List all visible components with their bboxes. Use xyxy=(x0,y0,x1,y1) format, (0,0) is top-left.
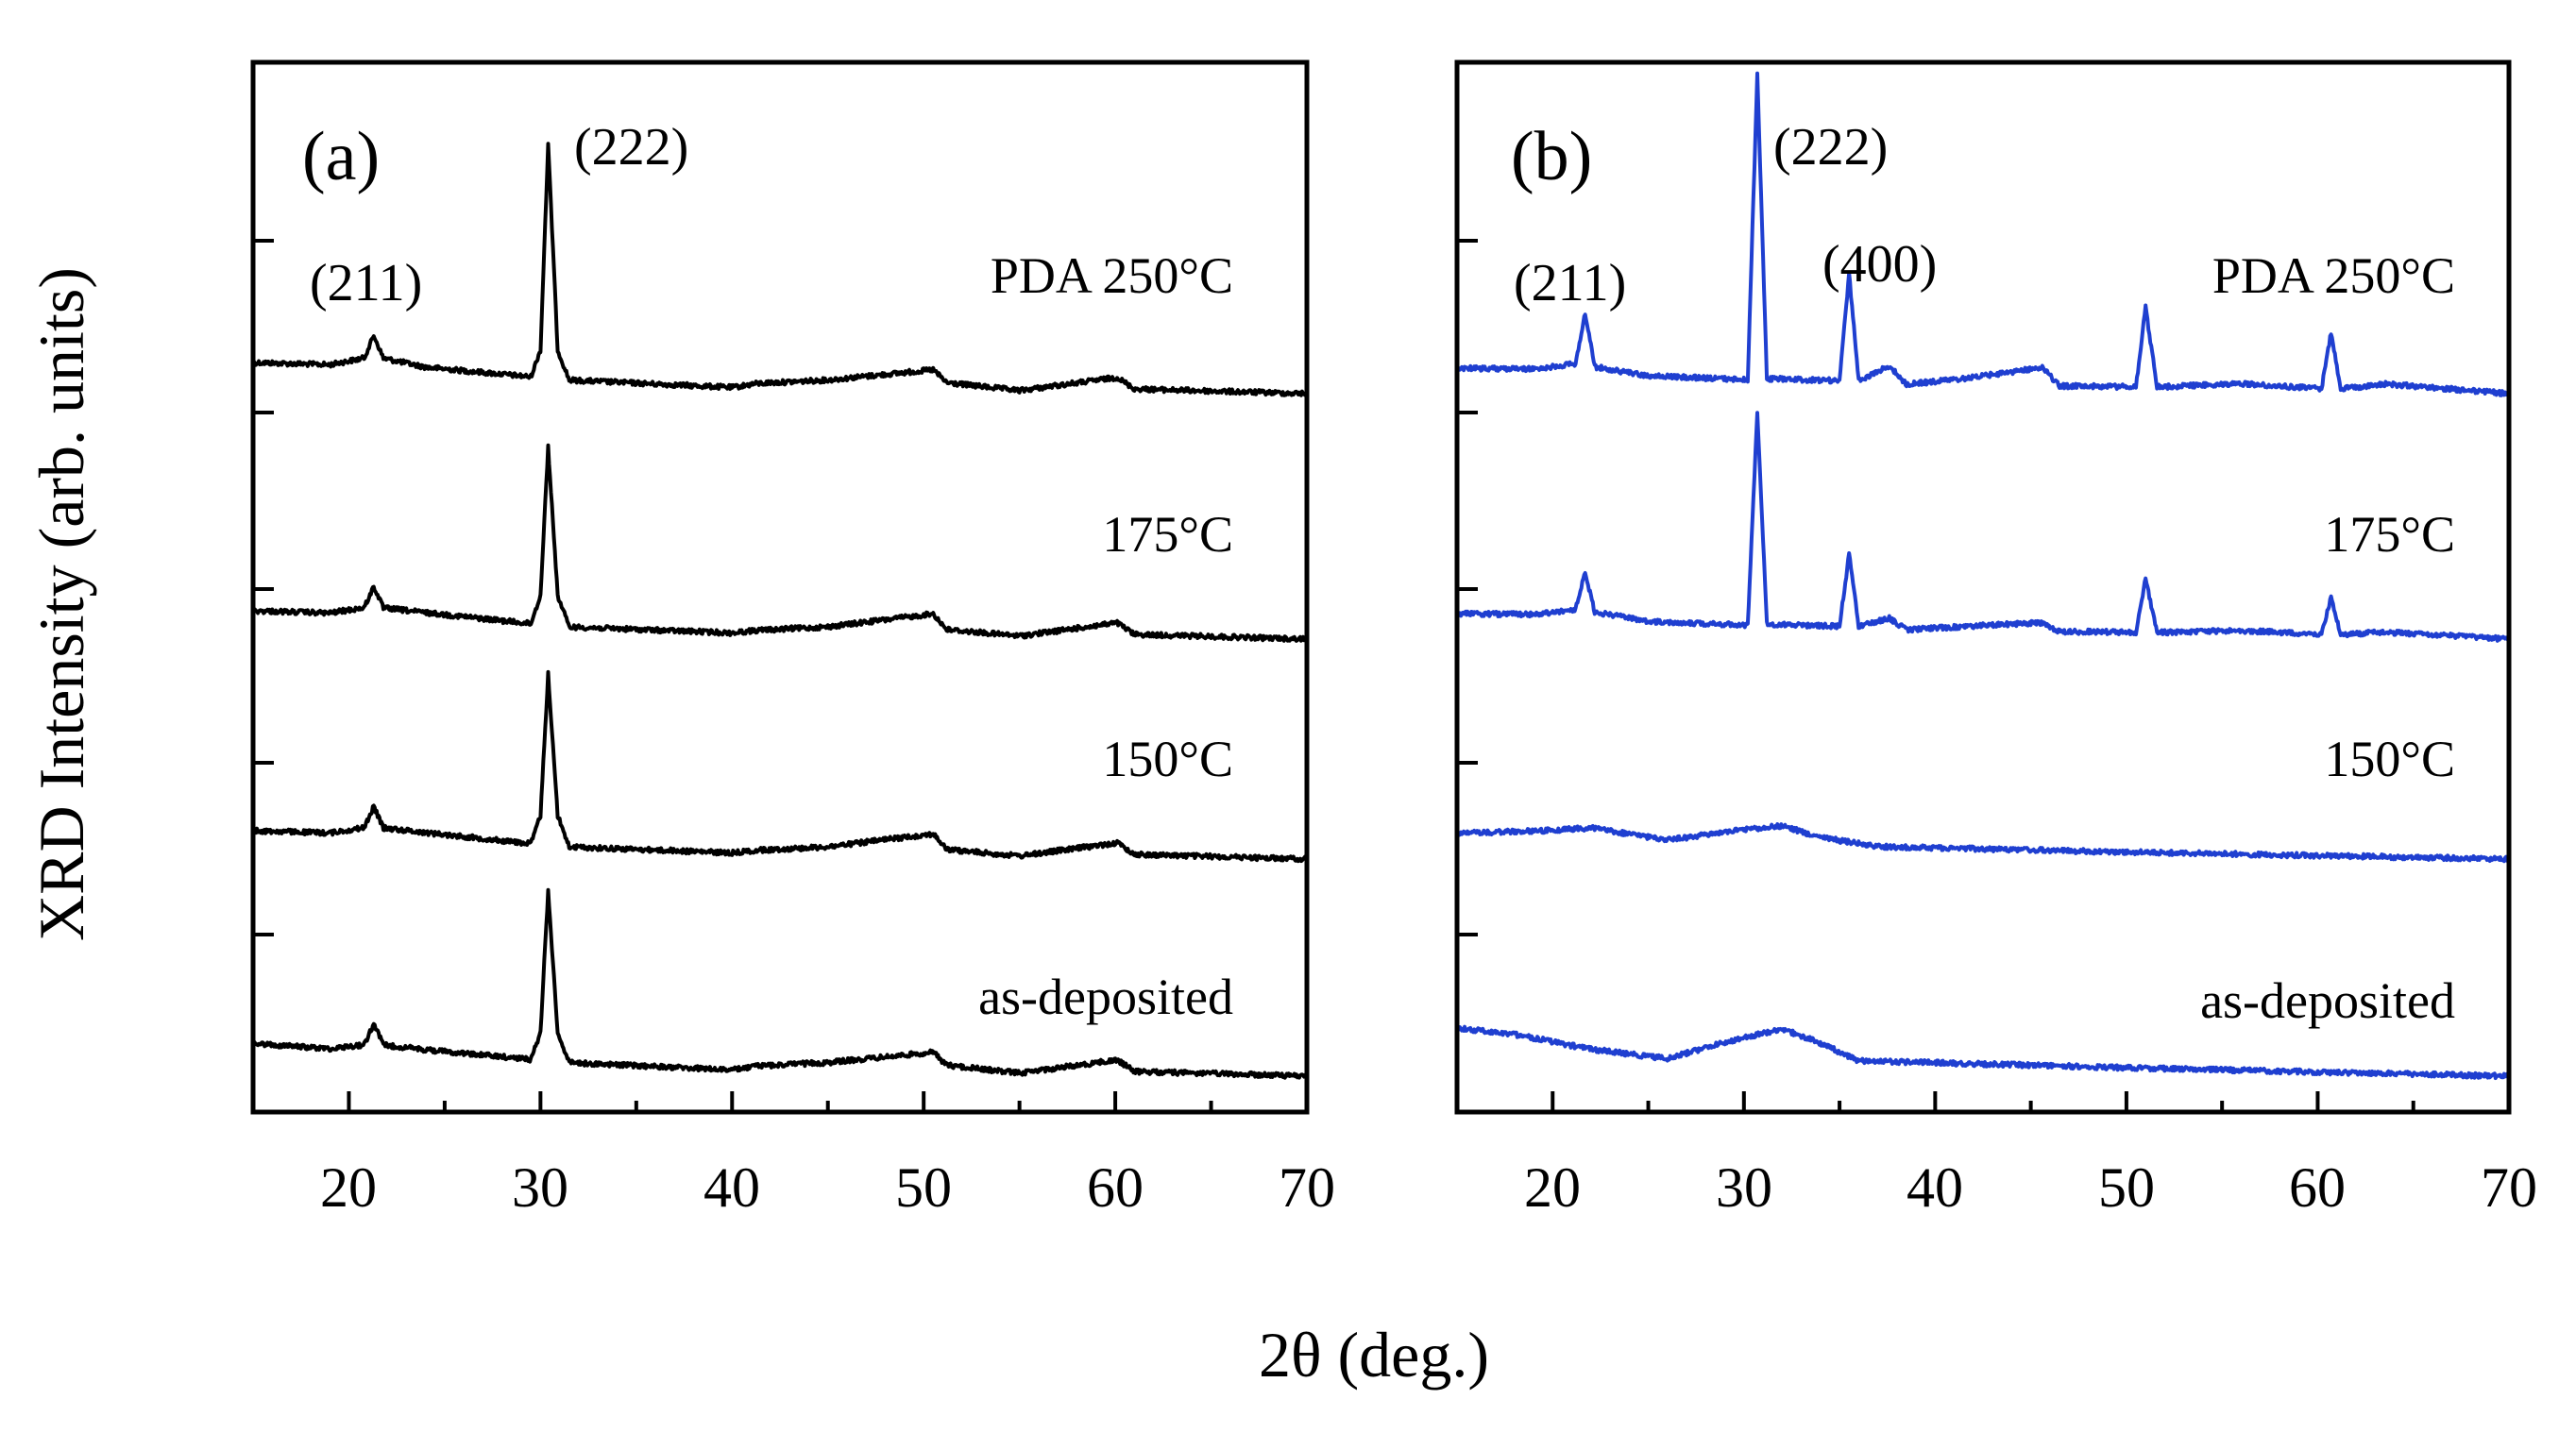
panel-b-trace-150 xyxy=(1455,822,2511,864)
panel-b-x-tick-label-50: 50 xyxy=(2098,1156,2155,1219)
panel-b-x-tick-label-20: 20 xyxy=(1524,1156,1581,1219)
panel-b-traces xyxy=(1455,71,2511,1081)
panel-a-frame xyxy=(250,59,1310,1115)
panel-a-trace-175 xyxy=(251,443,1309,643)
panel-a-sample-label-pda250: PDA 250°C xyxy=(991,247,1233,304)
panel-b-frame xyxy=(1454,59,2512,1115)
panel-a: (a) (211) (222) PDA 250°C 175°C 150°C as… xyxy=(250,59,1335,1219)
panel-a-ticks xyxy=(253,239,1309,1112)
panel-a-trace-150 xyxy=(251,669,1308,864)
panel-b-peak-222-label: (222) xyxy=(1773,118,1888,177)
panel-a-x-tick-label-30: 30 xyxy=(512,1156,568,1219)
panel-a-sample-label-as-deposited: as-deposited xyxy=(978,969,1233,1025)
panel-a-label: (a) xyxy=(302,118,380,195)
panel-b-peak-400-label: (400) xyxy=(1822,235,1937,294)
panel-a-trace-pda250 xyxy=(251,142,1309,397)
panel-a-x-tick-label-40: 40 xyxy=(703,1156,760,1219)
panel-a-trace-as-deposited xyxy=(251,887,1309,1080)
panel-b-x-tick-label-40: 40 xyxy=(1907,1156,1963,1219)
panel-b-x-tick-label-30: 30 xyxy=(1716,1156,1772,1219)
panel-a-x-tick-label-70: 70 xyxy=(1279,1156,1335,1219)
panel-a-peak-222-label: (222) xyxy=(574,118,688,177)
panel-b-x-tick-labels: 20 30 40 50 60 70 xyxy=(1524,1156,2537,1219)
panel-b-x-tick-label-60: 60 xyxy=(2289,1156,2346,1219)
panel-b-trace-pda250 xyxy=(1455,71,2510,397)
panel-a-x-tick-label-60: 60 xyxy=(1087,1156,1144,1219)
panel-a-peak-211-label: (211) xyxy=(310,254,422,312)
panel-a-x-tick-label-20: 20 xyxy=(320,1156,377,1219)
panel-b-sample-label-175: 175°C xyxy=(2324,506,2455,563)
panel-b-x-tick-label-70: 70 xyxy=(2481,1156,2537,1219)
x-axis-title: 2θ (deg.) xyxy=(1259,1319,1489,1391)
panel-a-x-tick-labels: 20 30 40 50 60 70 xyxy=(320,1156,1335,1219)
panel-a-traces xyxy=(251,142,1309,1080)
panel-b: (b) (211) (222) (400) PDA 250°C 175°C 15… xyxy=(1454,59,2537,1219)
panel-b-label: (b) xyxy=(1511,118,1592,195)
panel-b-sample-label-150: 150°C xyxy=(2324,731,2455,787)
panel-b-trace-as-deposited xyxy=(1455,1024,2510,1081)
panel-b-ticks xyxy=(1457,239,2511,1112)
y-axis-title: XRD Intensity (arb. units) xyxy=(25,267,97,941)
panel-b-peak-211-label: (211) xyxy=(1514,254,1626,312)
panel-b-trace-175 xyxy=(1455,411,2510,643)
panel-a-sample-label-175: 175°C xyxy=(1102,506,1233,563)
panel-b-sample-label-pda250: PDA 250°C xyxy=(2212,247,2455,304)
panel-a-x-tick-label-50: 50 xyxy=(895,1156,952,1219)
panel-a-sample-label-150: 150°C xyxy=(1102,731,1233,787)
panel-b-sample-label-as-deposited: as-deposited xyxy=(2200,972,2455,1029)
